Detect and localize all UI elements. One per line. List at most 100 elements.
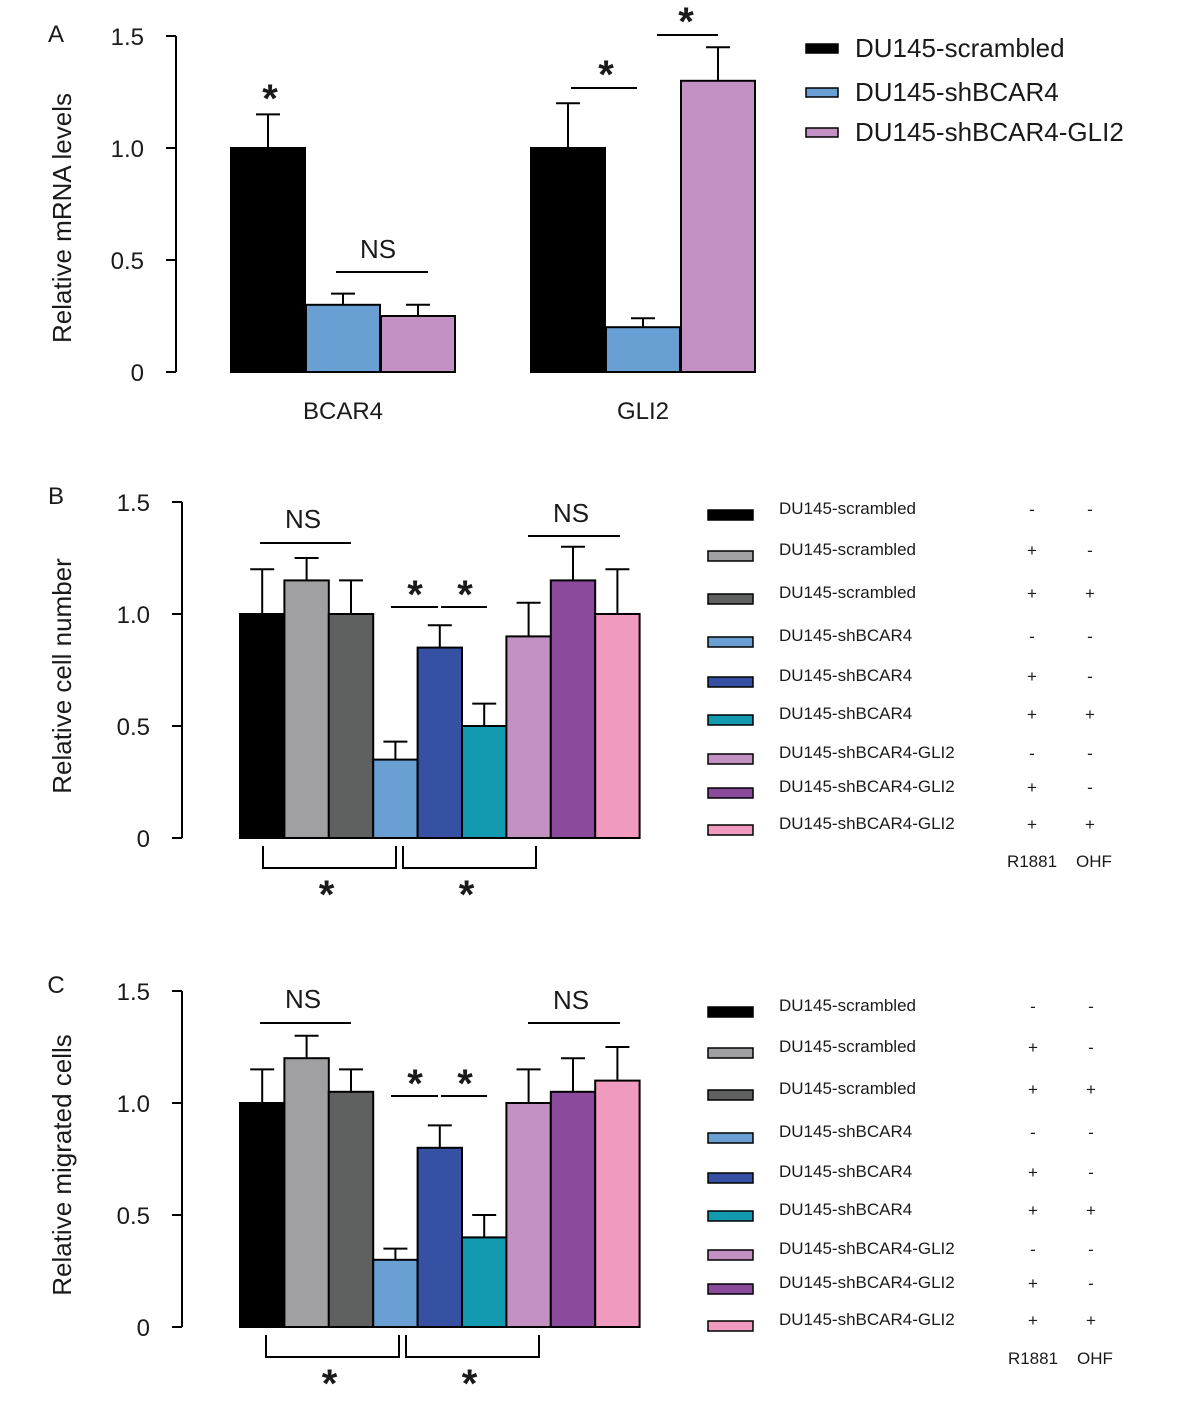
legend-swatch (707, 676, 754, 688)
y-tick-label: 0 (137, 826, 150, 853)
legend-swatch (707, 550, 754, 562)
legend-ohf-value: - (1087, 778, 1093, 797)
legend-r1881-value: + (1027, 667, 1037, 686)
legend-ohf-value: - (1087, 541, 1093, 560)
significance-star: * (459, 873, 475, 917)
legend-swatch (707, 714, 754, 726)
ns-label: NS (285, 504, 321, 534)
significance-star: * (462, 1362, 478, 1406)
y-tick-label: 0 (131, 360, 144, 387)
legend-column-header: OHF (1076, 852, 1112, 871)
y-tick-label: 1.5 (117, 490, 150, 517)
bar (230, 147, 306, 373)
legend-swatch (707, 1210, 754, 1222)
significance-star: * (262, 77, 278, 121)
legend-ohf-value: - (1088, 1240, 1094, 1259)
significance-star: * (457, 1062, 473, 1106)
legend-r1881-value: + (1027, 705, 1037, 724)
significance-bracket (265, 1335, 400, 1358)
significance-star: * (322, 1362, 338, 1406)
legend-ohf-value: - (1088, 1274, 1094, 1293)
legend-swatch (707, 636, 754, 648)
legend-r1881-value: + (1027, 541, 1037, 560)
legend-label: DU145-shBCAR4-GLI2 (779, 1239, 955, 1258)
panel-letter: B (48, 483, 64, 510)
bar (239, 1102, 286, 1328)
legend-label: DU145-shBCAR4 (779, 626, 912, 645)
legend-r1881-value: + (1027, 778, 1037, 797)
legend-swatch (707, 753, 754, 765)
legend-ohf-value: + (1085, 584, 1095, 603)
category-label: BCAR4 (303, 398, 383, 425)
legend-r1881-value: - (1029, 500, 1035, 519)
bar (594, 613, 641, 839)
y-tick-label: 1.0 (117, 602, 150, 629)
ns-label: NS (285, 984, 321, 1014)
bar (461, 1236, 508, 1329)
legend-ohf-value: - (1088, 997, 1094, 1016)
y-axis-label: Relative migrated cells (47, 1034, 77, 1296)
bar (549, 1090, 597, 1329)
category-label: GLI2 (617, 398, 669, 425)
significance-bracket (405, 1335, 540, 1358)
legend-swatch (707, 1283, 754, 1295)
bar (505, 1102, 552, 1328)
bar (283, 579, 330, 840)
legend-label: DU145-shBCAR4-GLI2 (779, 1310, 955, 1329)
legend-ohf-value: - (1088, 1038, 1094, 1057)
legend-swatch (707, 787, 754, 799)
legend-r1881-value: + (1028, 1201, 1038, 1220)
legend-swatch (707, 1172, 754, 1184)
legend-r1881-value: + (1028, 1080, 1038, 1099)
legend-ohf-value: + (1085, 815, 1095, 834)
bar (549, 579, 597, 840)
legend-r1881-value: - (1029, 627, 1035, 646)
legend-label: DU145-shBCAR4-GLI2 (855, 117, 1124, 147)
legend-r1881-value: + (1027, 815, 1037, 834)
legend-ohf-value: + (1086, 1080, 1096, 1099)
legend-label: DU145-scrambled (779, 1079, 916, 1098)
y-axis-label: Relative cell number (47, 558, 77, 794)
legend-label: DU145-scrambled (779, 540, 916, 559)
legend-label: DU145-scrambled (779, 996, 916, 1015)
bar (680, 79, 756, 374)
legend-ohf-value: - (1087, 500, 1093, 519)
legend-r1881-value: + (1028, 1311, 1038, 1330)
legend-label: DU145-shBCAR4 (855, 77, 1059, 107)
bar (530, 147, 606, 373)
legend-label: DU145-shBCAR4 (779, 704, 912, 723)
panel-letter: A (48, 21, 64, 48)
legend-label: DU145-shBCAR4 (779, 1122, 912, 1141)
legend-label: DU145-shBCAR4-GLI2 (779, 743, 955, 762)
y-tick-label: 1.0 (111, 136, 144, 163)
legend-label: DU145-scrambled (855, 33, 1065, 63)
legend-column-header: OHF (1077, 1349, 1113, 1368)
y-axis-label: Relative mRNA levels (47, 93, 77, 343)
bar (327, 613, 375, 839)
bar (305, 303, 381, 373)
legend-swatch (707, 1132, 754, 1144)
y-tick-label: 0 (137, 1315, 150, 1342)
significance-bracket (262, 846, 397, 869)
bar (372, 758, 419, 839)
legend-r1881-value: - (1029, 744, 1035, 763)
y-tick-label: 0.5 (111, 248, 144, 275)
legend-swatch (707, 1320, 754, 1332)
legend-swatch (707, 824, 754, 836)
bar (594, 1079, 641, 1328)
bar (380, 315, 456, 373)
legend-label: DU145-shBCAR4 (779, 1162, 912, 1181)
y-tick-label: 1.0 (117, 1091, 150, 1118)
legend-swatch (707, 1047, 754, 1059)
y-tick-label: 1.5 (117, 979, 150, 1006)
legend-ohf-value: - (1088, 1123, 1094, 1142)
legend-r1881-value: + (1028, 1038, 1038, 1057)
bar (283, 1057, 330, 1328)
bar (416, 646, 464, 839)
ns-label: NS (553, 985, 589, 1015)
panel-letter: C (47, 972, 64, 999)
bar (372, 1258, 419, 1329)
legend-ohf-value: - (1087, 744, 1093, 763)
legend-label: DU145-shBCAR4-GLI2 (779, 814, 955, 833)
bar (327, 1090, 375, 1329)
